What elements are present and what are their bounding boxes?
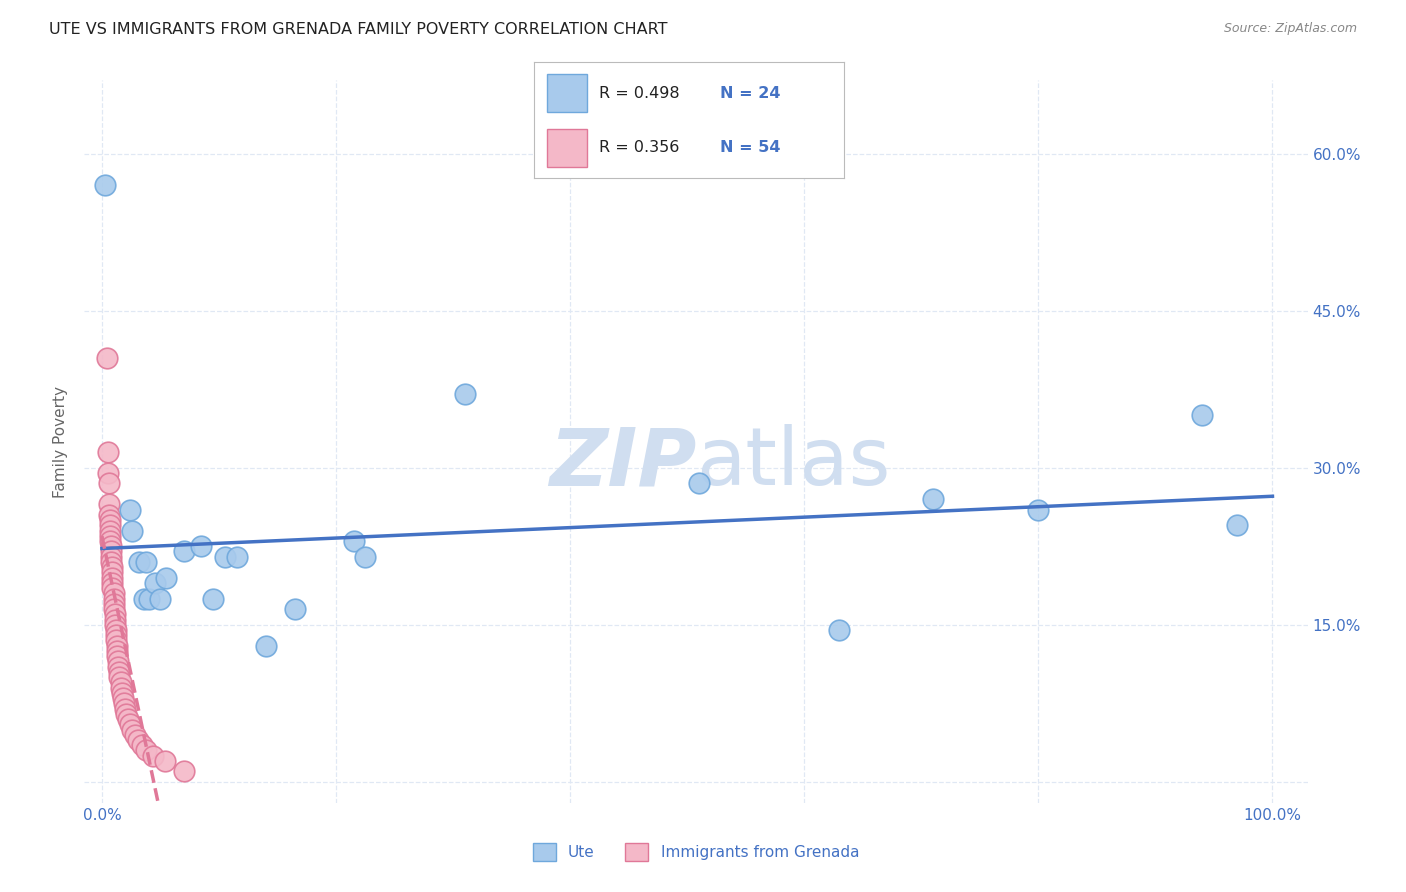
Point <box>110 681 132 695</box>
Point <box>104 607 127 622</box>
Point <box>131 738 153 752</box>
Point <box>124 728 146 742</box>
Point <box>143 575 166 590</box>
Point <box>118 717 141 731</box>
Point <box>105 649 128 664</box>
Point <box>454 387 477 401</box>
Point <box>127 733 149 747</box>
Point <box>101 560 124 574</box>
Point <box>138 591 160 606</box>
Text: Source: ZipAtlas.com: Source: ZipAtlas.com <box>1223 22 1357 36</box>
Point <box>173 764 195 779</box>
Point <box>202 591 225 606</box>
Point <box>105 644 128 658</box>
Point <box>100 549 122 564</box>
Point <box>142 748 165 763</box>
Point <box>149 591 172 606</box>
Point <box>97 445 120 459</box>
Point <box>97 508 120 522</box>
Point <box>135 555 157 569</box>
Point <box>110 675 132 690</box>
Point <box>121 723 143 737</box>
Point <box>103 597 125 611</box>
Point <box>108 665 131 679</box>
Text: N = 24: N = 24 <box>720 86 780 101</box>
Point <box>107 659 129 673</box>
Point <box>97 476 120 491</box>
Point <box>214 549 236 564</box>
Point <box>128 555 150 569</box>
Text: R = 0.356: R = 0.356 <box>599 140 679 155</box>
Point <box>103 586 125 600</box>
Point <box>111 686 134 700</box>
Point <box>101 575 124 590</box>
Point <box>107 655 129 669</box>
Point <box>1226 518 1249 533</box>
Point <box>132 591 155 606</box>
Point <box>922 492 945 507</box>
Point <box>118 502 141 516</box>
Point <box>1191 409 1213 423</box>
Legend: Ute, Immigrants from Grenada: Ute, Immigrants from Grenada <box>527 837 865 867</box>
Point <box>173 544 195 558</box>
Text: atlas: atlas <box>696 425 890 502</box>
Point <box>103 602 125 616</box>
Y-axis label: Family Poverty: Family Poverty <box>53 385 69 498</box>
Point <box>254 639 277 653</box>
Point <box>108 670 131 684</box>
Point <box>98 529 121 543</box>
Point <box>112 696 135 710</box>
Point <box>190 539 212 553</box>
Point <box>688 476 710 491</box>
Point <box>100 544 122 558</box>
Point <box>96 351 118 365</box>
Bar <box>547 128 586 167</box>
Text: N = 54: N = 54 <box>720 140 780 155</box>
Point <box>98 524 121 538</box>
Point <box>284 602 307 616</box>
Point <box>354 549 377 564</box>
Point <box>828 623 851 637</box>
Point <box>103 591 125 606</box>
Point <box>94 178 117 192</box>
Point <box>153 754 176 768</box>
Point <box>1028 502 1050 516</box>
Point <box>104 628 127 642</box>
Point <box>97 497 120 511</box>
Point <box>98 518 121 533</box>
Point <box>104 613 127 627</box>
Point <box>98 513 121 527</box>
Point <box>117 712 139 726</box>
Point <box>101 581 124 595</box>
Point <box>98 534 121 549</box>
Point <box>105 639 128 653</box>
Point <box>225 549 247 564</box>
Text: UTE VS IMMIGRANTS FROM GRENADA FAMILY POVERTY CORRELATION CHART: UTE VS IMMIGRANTS FROM GRENADA FAMILY PO… <box>49 22 668 37</box>
Point <box>100 555 122 569</box>
Point <box>342 534 364 549</box>
Point <box>100 539 122 553</box>
Point <box>111 691 134 706</box>
Point <box>101 566 124 580</box>
Point <box>101 571 124 585</box>
Point <box>114 701 136 715</box>
Point <box>121 524 143 538</box>
Point <box>104 617 127 632</box>
Point <box>97 466 120 480</box>
Point <box>104 623 127 637</box>
Text: ZIP: ZIP <box>548 425 696 502</box>
Point <box>115 706 138 721</box>
Point <box>104 633 127 648</box>
Text: R = 0.498: R = 0.498 <box>599 86 681 101</box>
Point <box>155 571 177 585</box>
Bar <box>547 74 586 112</box>
Point <box>135 743 157 757</box>
